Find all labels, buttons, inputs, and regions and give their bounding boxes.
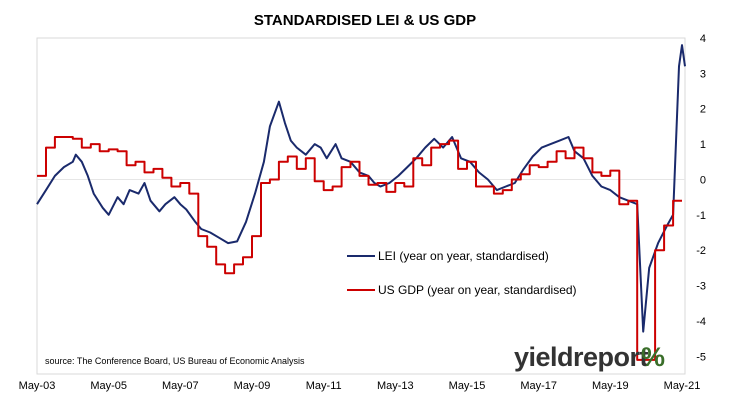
y-tick-label: 0	[700, 175, 706, 187]
series-line-us-gdp	[37, 136, 682, 361]
y-tick-label: -3	[696, 281, 706, 293]
source-note: source: The Conference Board, US Bureau …	[45, 356, 305, 366]
x-tick-label: May-07	[162, 380, 199, 392]
x-tick-label: May-11	[306, 380, 342, 392]
y-tick-label: -2	[696, 245, 706, 257]
yieldreport-logo: yieldreport %	[514, 342, 665, 372]
y-tick-label: 3	[700, 68, 706, 80]
x-tick-label: May-17	[520, 380, 557, 392]
x-tick-label: May-03	[19, 380, 56, 392]
series-line-lei	[36, 44, 686, 333]
y-tick-label: -1	[696, 210, 706, 222]
legend: LEI (year on year, standardised) US GDP (…	[347, 249, 577, 297]
logo-wordmark: yieldreport	[514, 342, 649, 372]
x-tick-label: May-13	[377, 380, 414, 392]
x-tick-label: May-05	[90, 380, 127, 392]
y-tick-label: 2	[700, 104, 706, 116]
y-tick-label: 4	[700, 33, 706, 45]
x-tick-label: May-21	[664, 380, 701, 392]
logo-percent-icon: %	[641, 342, 665, 372]
y-tick-label: 1	[700, 139, 706, 151]
x-tick-label: May-19	[592, 380, 629, 392]
legend-label-lei: LEI (year on year, standardised)	[378, 249, 549, 263]
y-tick-label: -5	[696, 351, 706, 363]
y-tick-label: -4	[696, 316, 706, 328]
legend-label-us-gdp: US GDP (year on year, standardised)	[378, 283, 577, 297]
plot-area-frame	[36, 37, 686, 375]
x-tick-label: May-09	[234, 380, 271, 392]
chart-title: STANDARDISED LEI & US GDP	[253, 12, 477, 29]
x-tick-label: May-15	[449, 380, 486, 392]
